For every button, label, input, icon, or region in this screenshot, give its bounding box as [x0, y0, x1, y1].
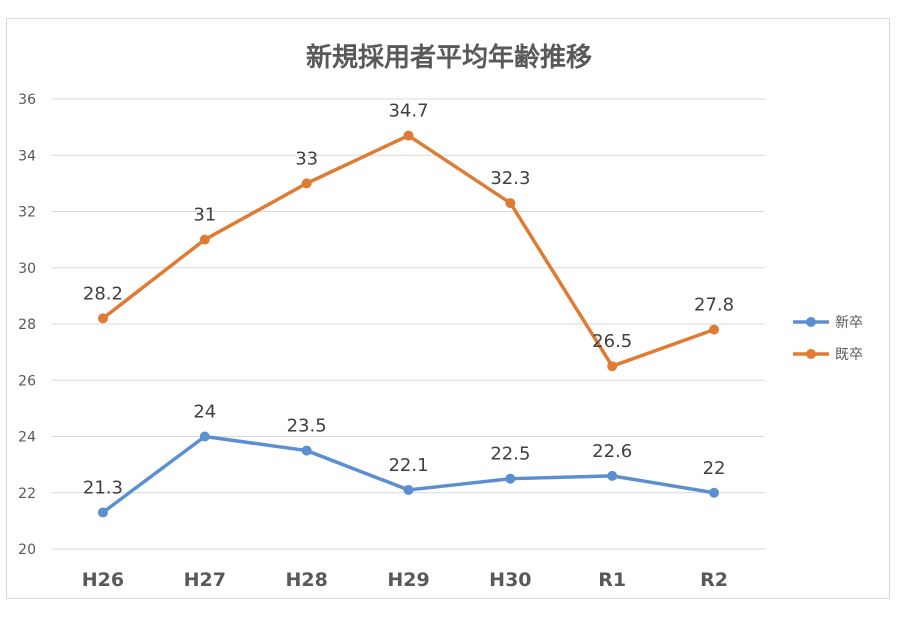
- x-tick-label: H29: [387, 569, 429, 591]
- chart-frame: [6, 18, 890, 599]
- chart-title: 新規採用者平均年齢推移: [306, 42, 592, 73]
- legend-swatch-marker: [806, 349, 816, 359]
- data-point: [607, 470, 618, 481]
- data-label: 27.8: [694, 295, 734, 316]
- x-axis-ticks: H26 H27 H28 H29 H30 R1 R2: [82, 569, 728, 591]
- y-tick-label: 28: [18, 317, 36, 333]
- legend-label: 新卒: [835, 315, 863, 331]
- x-tick-label: R1: [598, 569, 626, 591]
- x-tick-label: H26: [82, 569, 124, 591]
- legend-swatch-marker: [806, 317, 816, 327]
- data-label: 31: [193, 205, 216, 226]
- data-label: 26.5: [592, 331, 632, 352]
- data-label: 22.1: [388, 455, 428, 476]
- data-point: [607, 361, 618, 372]
- data-label: 33: [295, 148, 318, 169]
- gridlines: [52, 98, 765, 550]
- data-labels: 21.3 24 23.5 22.1 22.5 22.6 22 28.2 31 33 34.7 32.3…: [83, 101, 734, 499]
- series-layer: [97, 130, 720, 518]
- legend-label: 既卒: [835, 347, 863, 363]
- data-point: [709, 487, 720, 498]
- data-label: 22.5: [490, 444, 530, 465]
- data-point: [709, 324, 720, 335]
- y-axis-ticks: 20 22 24 26 28 30 32 34 36: [18, 92, 36, 558]
- data-point: [301, 178, 312, 189]
- y-tick-label: 36: [18, 92, 36, 108]
- x-tick-label: H28: [285, 569, 327, 591]
- y-tick-label: 32: [18, 205, 36, 221]
- data-point: [97, 507, 108, 518]
- y-tick-label: 30: [18, 261, 36, 277]
- x-tick-label: R2: [700, 569, 728, 591]
- data-label: 32.3: [490, 168, 530, 189]
- data-point: [97, 313, 108, 324]
- data-point: [403, 130, 414, 141]
- data-label: 22: [703, 458, 726, 479]
- data-point: [505, 198, 516, 209]
- data-point: [301, 445, 312, 456]
- data-point: [505, 473, 516, 484]
- data-label: 23.5: [287, 416, 327, 437]
- x-tick-label: H30: [489, 569, 531, 591]
- y-tick-label: 26: [18, 373, 36, 389]
- data-point: [403, 484, 414, 495]
- data-label: 34.7: [388, 101, 428, 122]
- y-tick-label: 22: [18, 486, 36, 502]
- data-point: [199, 431, 210, 442]
- data-label: 21.3: [83, 477, 123, 498]
- data-label: 28.2: [83, 283, 123, 304]
- y-tick-label: 20: [18, 542, 36, 558]
- data-label: 24: [193, 402, 216, 423]
- y-tick-label: 34: [18, 148, 36, 164]
- data-point: [199, 234, 210, 245]
- y-tick-label: 24: [18, 430, 36, 446]
- x-tick-label: H27: [184, 569, 226, 591]
- data-label: 22.6: [592, 441, 632, 462]
